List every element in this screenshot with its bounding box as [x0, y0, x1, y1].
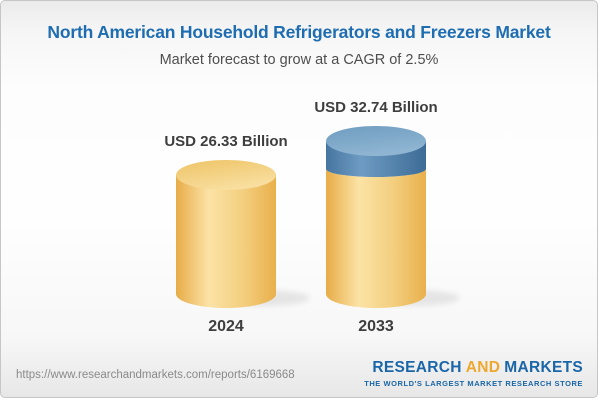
cylinder-2024 [176, 160, 276, 308]
chart-title: North American Household Refrigerators a… [47, 22, 551, 42]
chart-subtitle: Market forecast to grow at a CAGR of 2.5… [159, 52, 439, 68]
category-label-2024: 2024 [208, 318, 244, 335]
research-and-markets-logo: RESEARCH AND MARKETS THE WORLD'S LARGEST M… [364, 359, 583, 388]
logo-wordmark: RESEARCH AND MARKETS [364, 359, 583, 377]
category-label-2033: 2033 [358, 318, 394, 335]
logo-word-markets: MARKETS [504, 359, 583, 376]
header: North American Household Refrigerators a… [1, 1, 597, 68]
logo-word-and: AND [465, 359, 501, 376]
value-label-2024: USD 26.33 Billion [164, 133, 288, 150]
cylinder-2033 [326, 126, 426, 308]
value-label-2033: USD 32.74 Billion [314, 99, 438, 116]
logo-tagline: THE WORLD'S LARGEST MARKET RESEARCH STOR… [364, 379, 583, 388]
logo-word-research: RESEARCH [372, 359, 462, 376]
report-url: https://www.researchandmarkets.com/repor… [16, 369, 295, 381]
